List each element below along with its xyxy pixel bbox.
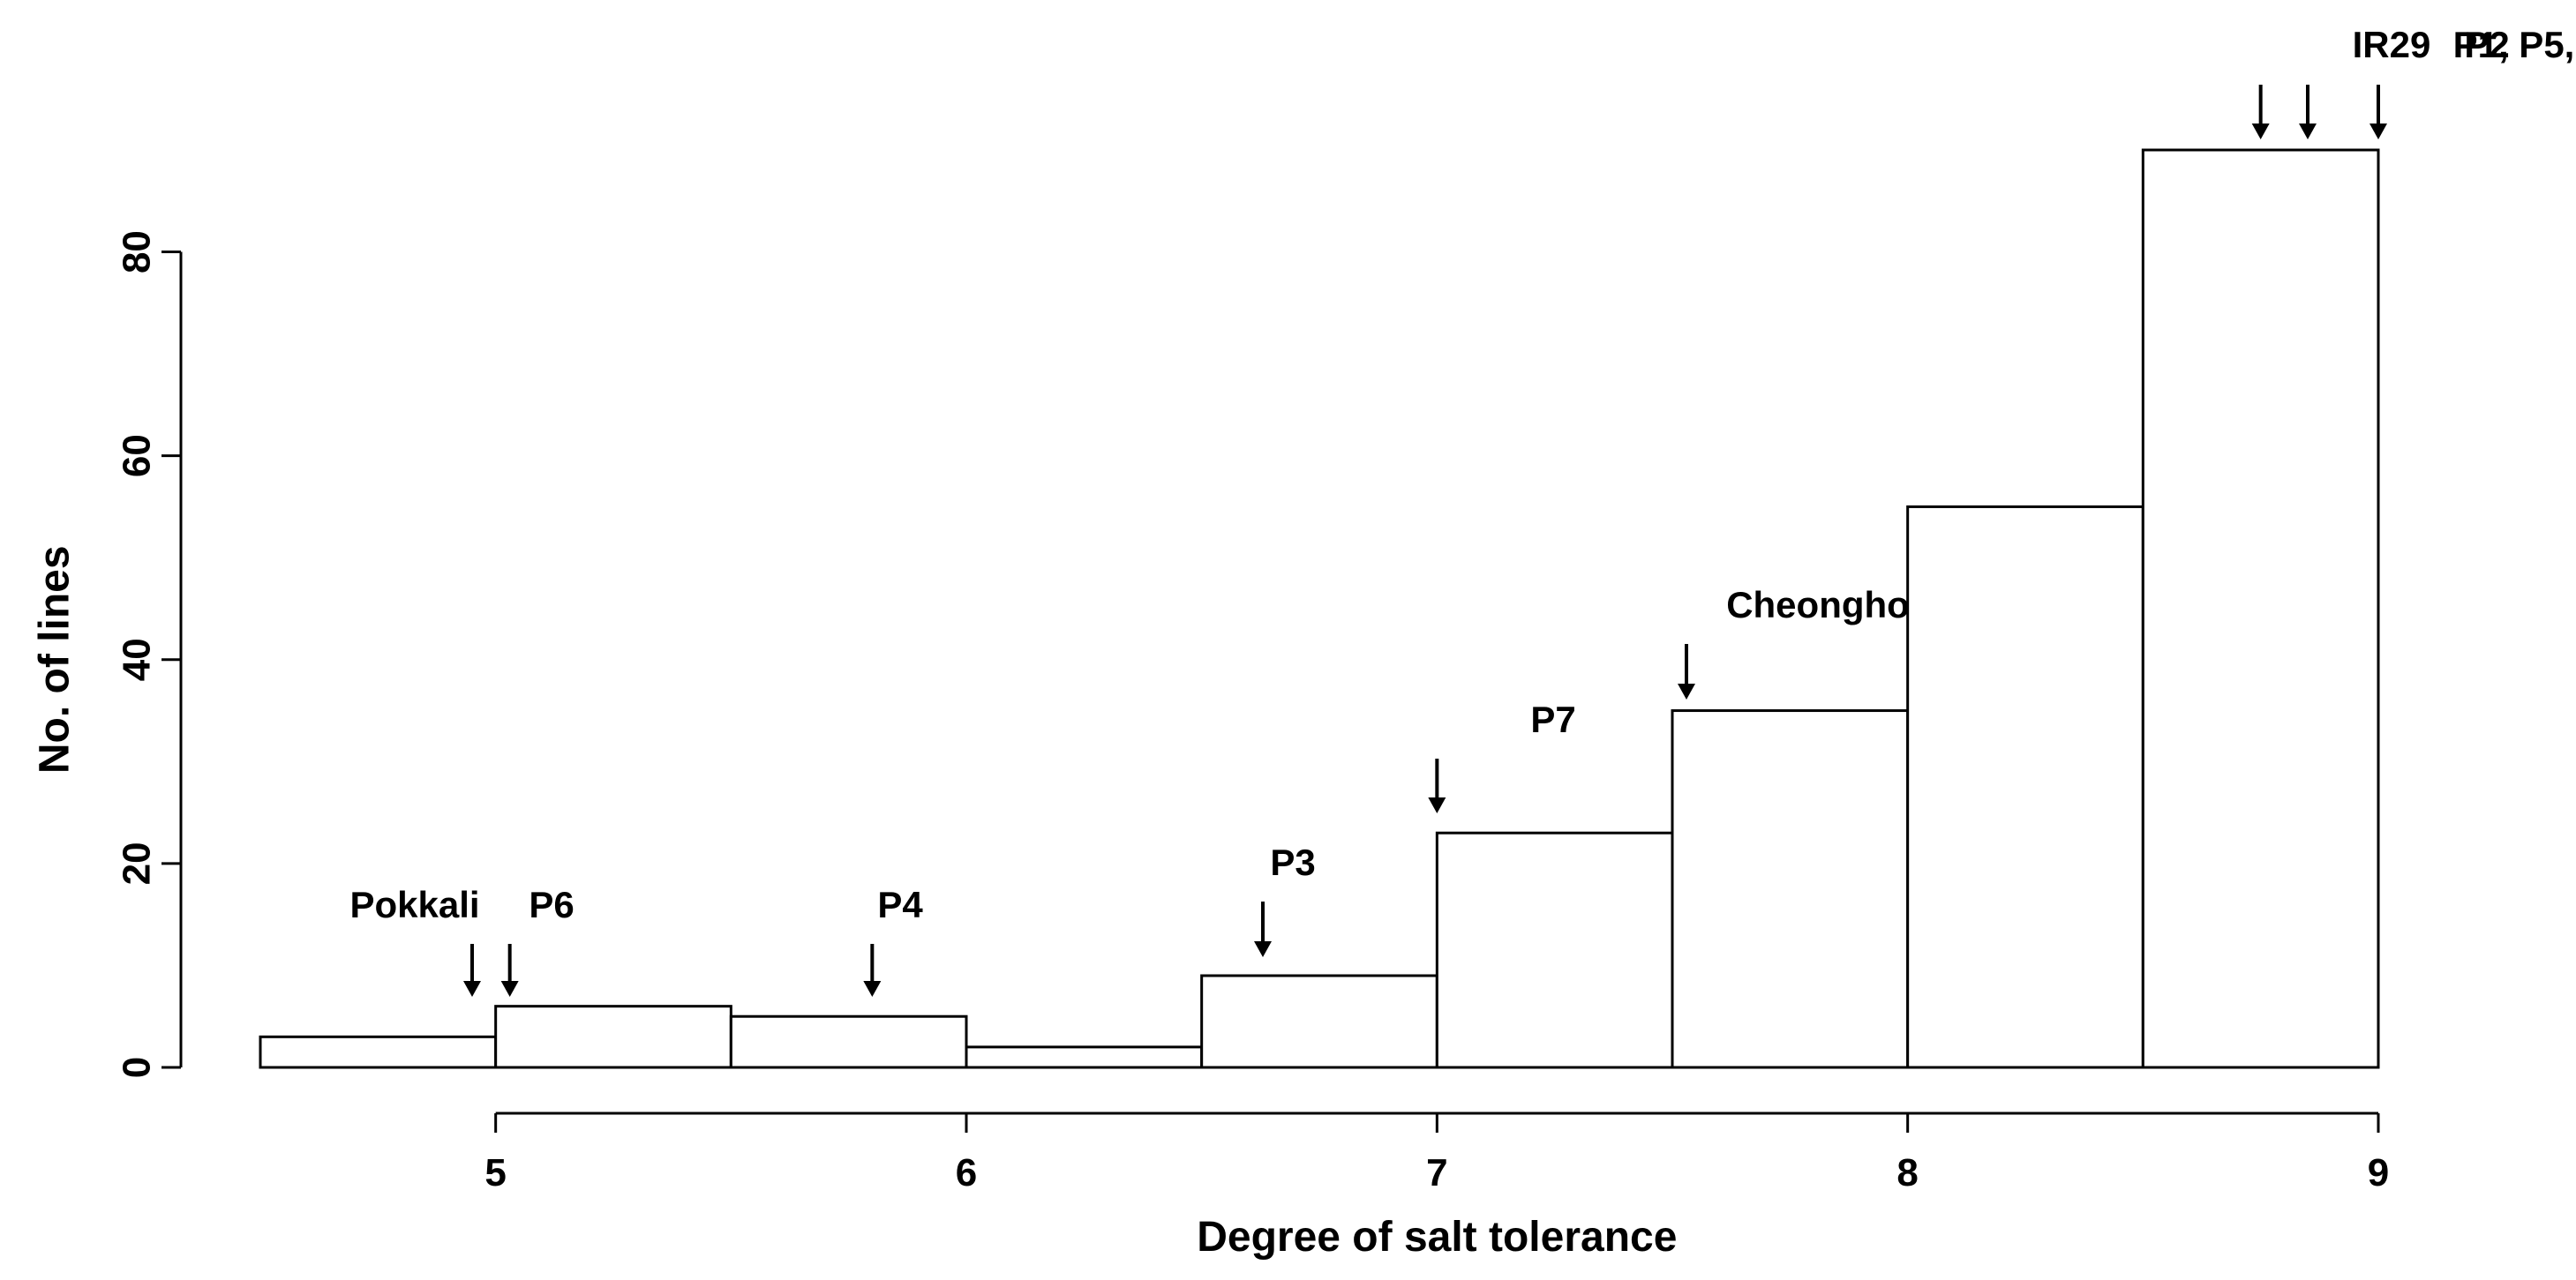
annotation-5: P7	[1428, 699, 1576, 813]
down-arrow-icon	[1678, 684, 1695, 700]
down-arrow-icon	[2369, 124, 2387, 139]
down-arrow-icon	[1428, 797, 1446, 813]
x-tick-label: 7	[1426, 1151, 1447, 1194]
down-arrow-icon	[1254, 941, 1272, 957]
annotation-label: P4	[877, 884, 923, 925]
annotation-4: P3	[1254, 842, 1316, 957]
y-tick-label: 0	[116, 1057, 159, 1078]
y-tick-label: 40	[116, 638, 159, 681]
x-tick-label: 8	[1896, 1151, 1918, 1194]
down-arrow-icon	[863, 981, 882, 997]
annotation-3: P4	[863, 884, 923, 997]
y-tick-label: 20	[116, 842, 159, 885]
histogram-bar-7	[1671, 709, 1910, 1069]
histogram-bar-8	[1906, 505, 2144, 1069]
down-arrow-icon	[2251, 124, 2270, 139]
histogram-bar-9	[2141, 148, 2380, 1069]
annotation-1: Pokkali	[349, 884, 481, 997]
annotation-2: P6	[500, 884, 575, 997]
x-tick-label: 9	[2368, 1151, 2389, 1194]
histogram-bar-2	[494, 1005, 732, 1069]
annotation-label: IR29	[2353, 24, 2431, 65]
x-tick-label: 5	[484, 1151, 506, 1194]
annotation-label: P2	[2464, 24, 2509, 65]
x-tick-label: 6	[956, 1151, 977, 1194]
annotation-6: Cheongho	[1678, 584, 1910, 700]
annotation-label: P1, P5, P8	[2453, 24, 2576, 65]
down-arrow-icon	[500, 981, 519, 997]
y-axis: 0 20 40 60 80	[116, 230, 183, 1078]
annotation-label: P3	[1270, 842, 1315, 883]
histogram-bar-3	[729, 1014, 968, 1069]
histogram-bar-6	[1435, 831, 1674, 1069]
y-axis-title: No. of lines	[32, 545, 79, 774]
annotation-label: P6	[529, 884, 574, 925]
annotation-8: P2	[2299, 24, 2510, 139]
down-arrow-icon	[2299, 124, 2317, 139]
x-axis: 5 6 7 8 9	[484, 1112, 2389, 1194]
annotation-7: IR29	[2251, 24, 2431, 139]
histogram-bar-1	[259, 1035, 498, 1069]
annotation-label: Cheongho	[1726, 584, 1910, 625]
annotation-label: Pokkali	[349, 884, 479, 925]
annotation-9: P1, P5, P8	[2369, 24, 2576, 139]
x-axis-title: Degree of salt tolerance	[1197, 1214, 1677, 1261]
histogram-bar-4	[965, 1045, 1204, 1069]
bars-group	[259, 148, 2380, 1069]
annotation-label: P7	[1530, 699, 1575, 740]
down-arrow-icon	[463, 981, 481, 997]
y-tick-label: 60	[116, 434, 159, 477]
histogram-bar-5	[1200, 974, 1438, 1069]
y-tick-label: 80	[116, 230, 159, 273]
